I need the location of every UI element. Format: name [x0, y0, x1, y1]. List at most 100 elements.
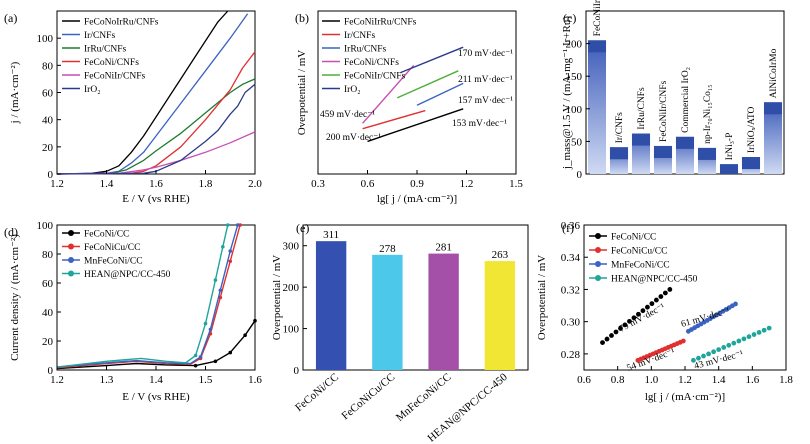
panel-b-tafel-annotation: 153 mV·dec⁻¹ — [452, 119, 507, 129]
panel-f-data-point — [726, 342, 732, 348]
panel-c-bar — [631, 133, 651, 174]
panel-d-data-marker — [218, 288, 223, 293]
panel-b-legend-label: IrO₂ — [344, 85, 361, 95]
panel-f-data-point — [613, 329, 619, 335]
panel-f-data-point — [706, 351, 711, 357]
panel-a-legend-label: Ir/CNFs — [84, 31, 115, 41]
panel-d-x-tick-label: 1.4 — [149, 374, 163, 386]
panel-d-data-marker — [198, 355, 203, 359]
panel-b-legend-label: FeCoNiIrRu/CNFs — [344, 18, 417, 28]
panel-f-data-point — [636, 311, 641, 317]
panel-a-legend-label: FeCoNi/CNFs — [84, 58, 139, 68]
panel-b-tafel-annotation: 459 mV·dec⁻¹ — [320, 110, 375, 120]
panel-f-x-tick-label: 0.8 — [611, 374, 625, 386]
panel-c-category-label: FeCoNiIrRu/CNFs — [593, 0, 603, 36]
panel-f-data-point — [609, 333, 614, 338]
panel-f-data-point — [604, 336, 610, 342]
panel-f-y-tick-label: 0.28 — [561, 349, 581, 361]
panel-a-legend-label: FeCoNiIr/CNFs — [84, 72, 146, 82]
panel-c-category-label: Ir/CNFs — [615, 112, 625, 143]
panel-a-series-line — [56, 51, 256, 175]
panel-d-series-line — [56, 224, 239, 368]
panel-c-bar-cap — [631, 133, 651, 146]
panel-d-data-marker — [225, 223, 230, 227]
panel-c-bar-cap — [653, 145, 673, 158]
panel-f-data-point — [696, 355, 701, 361]
panel-a-legend-label: FeCoNoIrRu/CNFs — [84, 18, 159, 28]
panel-d-data-marker — [238, 223, 242, 227]
panel-c-bar — [697, 147, 717, 174]
panel-c-y-tick-label: 0 — [577, 169, 583, 181]
panel-c-y-axis-label: j_mass@1.5 V / (mA·mg⁻¹ Ir+Ru) — [561, 16, 573, 170]
panel-f-data-point — [618, 326, 623, 331]
panel-f-data-point — [631, 315, 637, 321]
panel-a-series-line — [56, 78, 256, 175]
panel-f-data-point — [721, 345, 727, 350]
panel-f-tafel-annotation: 79 mV·dec⁻¹ — [618, 302, 667, 335]
panel-d-data-marker — [193, 353, 198, 358]
panel-f-data-point — [649, 301, 655, 307]
panel-e-y-tick-label: 0 — [294, 365, 300, 377]
panel-a-x-tick-label: 1.2 — [50, 178, 64, 190]
panel-e-bar — [428, 253, 459, 370]
panel-d-y-tick-label: 80 — [42, 249, 54, 261]
panel-e-plot-frame — [302, 224, 529, 371]
panel-a-y-tick-label: 60 — [42, 88, 54, 100]
panel-a-series-line — [56, 83, 256, 175]
panel-f-legend-label: FeCoNiCu/CC — [611, 247, 668, 257]
panel-f-label: (f) — [562, 221, 574, 235]
panel-c-bar — [763, 102, 783, 174]
panel-e-bar — [484, 261, 516, 370]
panel-d-x-axis-label: E / V (vs RHE) — [122, 391, 190, 403]
panel-f-legend-marker — [595, 247, 601, 253]
panel-c-category-label: IrNi₃-P — [725, 133, 735, 161]
panel-c-bar-cap — [675, 136, 695, 149]
panel-f-data-point — [741, 336, 747, 342]
panel-b-legend-label: Ir/CNFs — [344, 31, 375, 41]
panel-b-tafel-annotation: 170 mV·dec⁻¹ — [458, 49, 513, 59]
panel-f-data-point — [691, 357, 696, 363]
panel-a-x-tick-label: 1.8 — [199, 178, 213, 190]
panel-f-y-tick-label: 0.36 — [561, 220, 581, 232]
panel-f-x-tick-label: 1.0 — [644, 374, 658, 386]
panel-c-bar-cap — [609, 147, 629, 160]
panel-d-data-marker — [213, 359, 218, 364]
panel-b-legend-label: FeCoNiIr/CNFs — [344, 72, 406, 82]
panel-e-value-label: 263 — [492, 249, 509, 261]
panel-b-y-axis-label: Overpotential / mV — [296, 50, 308, 136]
panel-b-legend-label: FeCoNi/CNFs — [344, 58, 399, 68]
panel-f-y-tick-label: 0.34 — [561, 252, 581, 264]
panel-e-y-tick-label: 300 — [283, 241, 300, 253]
panel-d-data-marker — [228, 249, 233, 253]
panel-c-bar — [741, 157, 761, 174]
panel-c-y-tick-label: 200 — [566, 39, 583, 51]
panel-f-y-tick-label: 0.30 — [561, 317, 581, 329]
panel-a-x-axis-label: E / V (vs RHE) — [122, 193, 190, 205]
panel-c-label: (c) — [563, 11, 576, 25]
panel-d-y-tick-label: 60 — [42, 278, 54, 290]
panel-a-series-line — [56, 131, 256, 175]
panel-a-label: (a) — [4, 11, 17, 25]
panel-f-legend-marker — [595, 261, 601, 267]
panel-c-category-label: AlNiCoIrMo — [769, 48, 779, 98]
panel-d-y-axis-label: Current density / (mA·cm⁻²) — [9, 234, 21, 361]
panel-c-bar — [609, 147, 629, 174]
panel-a-y-tick-label: 20 — [42, 142, 54, 154]
panel-f-data-point — [662, 290, 668, 296]
panel-d-y-tick-label: 100 — [37, 220, 54, 232]
panel-f-data-point — [756, 330, 762, 335]
panel-f-legend-label: MnFeCoNi/CC — [611, 261, 670, 271]
panel-a-series-line — [56, 10, 229, 175]
panel-d-data-marker — [193, 363, 198, 368]
panel-c-y-tick-label: 150 — [566, 71, 583, 83]
panel-f-data-point — [761, 327, 767, 333]
panel-d-data-marker — [218, 295, 223, 300]
panel-f-data-point — [653, 297, 659, 303]
panel-f-tafel-annotation: 61 mV·dec⁻¹ — [680, 306, 731, 330]
panel-e-category-label: MnFeCoNi/CC — [394, 371, 454, 424]
panel-a-y-tick-label: 0 — [48, 169, 54, 181]
panel-f-data-point — [622, 322, 628, 328]
panel-d-data-marker — [243, 333, 247, 338]
panel-d-data-marker — [221, 244, 225, 249]
panel-f-x-tick-label: 1.4 — [712, 374, 726, 386]
